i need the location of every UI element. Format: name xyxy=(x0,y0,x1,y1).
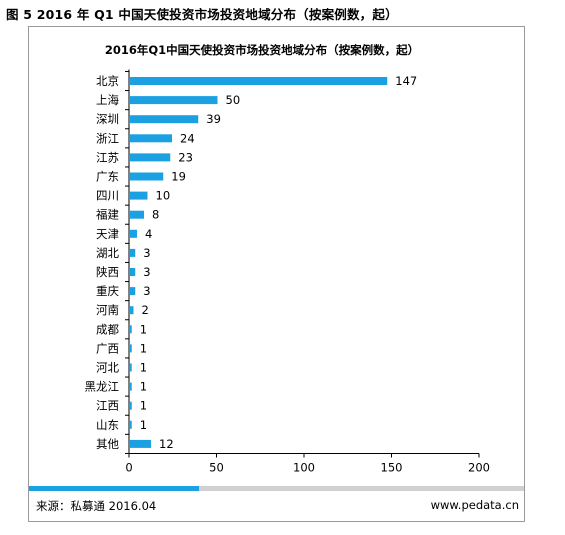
footer-divider xyxy=(29,486,524,491)
data-label: 147 xyxy=(395,74,417,88)
bar xyxy=(130,77,388,85)
data-label: 50 xyxy=(226,93,241,107)
x-tick-label: 50 xyxy=(209,460,224,474)
data-label: 4 xyxy=(145,227,152,241)
bar xyxy=(130,382,132,391)
category-label: 四川 xyxy=(96,189,119,203)
category-label: 上海 xyxy=(96,93,119,107)
x-tick-label: 100 xyxy=(293,460,315,474)
bar xyxy=(130,401,132,410)
data-label: 1 xyxy=(140,418,147,432)
category-label: 深圳 xyxy=(96,112,119,126)
category-label: 北京 xyxy=(96,74,119,88)
category-label: 陕西 xyxy=(96,265,119,279)
bar xyxy=(130,363,132,372)
data-label: 23 xyxy=(178,150,193,164)
data-label: 3 xyxy=(143,284,150,298)
bar xyxy=(130,134,172,143)
category-label: 广西 xyxy=(96,341,119,355)
bar xyxy=(130,229,137,238)
bar xyxy=(130,210,144,219)
bar xyxy=(130,191,148,200)
data-label: 39 xyxy=(206,112,221,126)
category-label: 河南 xyxy=(96,303,119,317)
category-label: 天津 xyxy=(96,227,119,241)
category-label: 黑龙江 xyxy=(85,380,120,394)
data-label: 1 xyxy=(140,322,147,336)
bar xyxy=(130,153,171,162)
x-tick-label: 150 xyxy=(381,460,403,474)
data-label: 1 xyxy=(140,399,147,413)
bar xyxy=(130,115,199,124)
category-label: 湖北 xyxy=(96,246,119,260)
bar xyxy=(130,439,151,448)
data-label: 1 xyxy=(140,380,147,394)
data-label: 3 xyxy=(143,265,150,279)
data-label: 10 xyxy=(156,189,171,203)
category-label: 山东 xyxy=(96,418,119,432)
category-label: 河北 xyxy=(96,361,119,375)
bar xyxy=(130,248,136,257)
footer-accent xyxy=(29,486,199,491)
data-label: 12 xyxy=(159,437,174,451)
data-label: 19 xyxy=(171,170,186,184)
x-tick-label: 0 xyxy=(125,460,132,474)
figure-title: 图 5 2016 年 Q1 中国天使投资市场投资地域分布（按案例数，起） xyxy=(6,7,398,22)
bar xyxy=(130,287,136,296)
bar xyxy=(130,306,134,315)
data-label: 2 xyxy=(142,303,149,317)
category-label: 其他 xyxy=(96,437,119,451)
x-tick-label: 200 xyxy=(468,460,490,474)
chart-title: 2016年Q1中国天使投资市场投资地域分布（按案例数，起） xyxy=(105,43,419,57)
source-note: 来源：私募通 2016.04 xyxy=(36,499,157,513)
website-link[interactable]: www.pedata.cn xyxy=(430,498,519,512)
data-label: 8 xyxy=(152,208,159,222)
category-label: 江苏 xyxy=(96,150,119,164)
category-label: 福建 xyxy=(96,208,119,222)
bar xyxy=(130,325,132,334)
bar xyxy=(130,344,132,353)
data-label: 1 xyxy=(140,341,147,355)
category-label: 浙江 xyxy=(96,131,119,145)
bar xyxy=(130,96,218,105)
data-label: 24 xyxy=(180,131,195,145)
data-label: 1 xyxy=(140,361,147,375)
bar xyxy=(130,172,164,181)
chart-frame xyxy=(28,26,525,522)
bar xyxy=(130,420,132,429)
category-label: 重庆 xyxy=(96,284,119,298)
category-label: 广东 xyxy=(96,170,119,184)
category-label: 江西 xyxy=(96,399,119,413)
data-label: 3 xyxy=(143,246,150,260)
bar xyxy=(130,268,136,276)
category-label: 成都 xyxy=(96,322,119,336)
